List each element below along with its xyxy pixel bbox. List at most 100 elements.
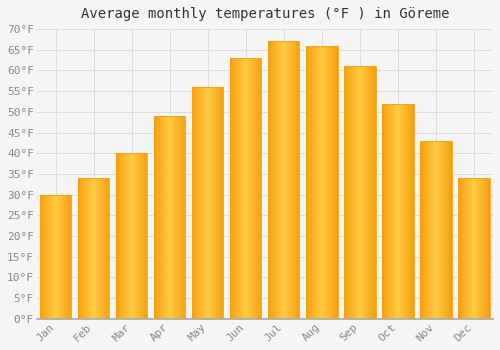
Bar (154, 116, 186, 319)
Bar (463, 178, 464, 319)
Bar (332, 46, 333, 319)
Bar (160, 116, 161, 319)
Bar (47, 195, 48, 319)
Bar (461, 178, 462, 319)
Bar (371, 66, 372, 319)
Bar (230, 58, 262, 319)
Bar (359, 66, 360, 319)
Bar (94, 178, 96, 319)
Bar (386, 104, 387, 319)
Bar (269, 42, 270, 319)
Bar (55, 195, 56, 319)
Bar (434, 141, 435, 319)
Bar (162, 116, 163, 319)
Bar (220, 87, 221, 319)
Bar (336, 46, 338, 319)
Bar (122, 153, 123, 319)
Bar (70, 195, 72, 319)
Bar (163, 116, 164, 319)
Bar (324, 46, 325, 319)
Bar (254, 58, 255, 319)
Bar (242, 58, 243, 319)
Bar (422, 141, 423, 319)
Bar (334, 46, 335, 319)
Bar (256, 58, 257, 319)
Bar (238, 58, 239, 319)
Bar (236, 58, 238, 319)
Bar (51, 195, 52, 319)
Bar (184, 116, 186, 319)
Bar (135, 153, 136, 319)
Bar (468, 178, 469, 319)
Bar (241, 58, 242, 319)
Bar (222, 87, 224, 319)
Bar (145, 153, 146, 319)
Bar (358, 66, 359, 319)
Bar (60, 195, 61, 319)
Bar (177, 116, 178, 319)
Bar (424, 141, 425, 319)
Bar (387, 104, 388, 319)
Bar (168, 116, 169, 319)
Bar (79, 178, 80, 319)
Bar (118, 153, 120, 319)
Bar (259, 58, 260, 319)
Bar (69, 195, 70, 319)
Bar (319, 46, 320, 319)
Bar (240, 58, 241, 319)
Bar (290, 42, 291, 319)
Bar (408, 104, 409, 319)
Bar (282, 42, 283, 319)
Bar (212, 87, 214, 319)
Bar (436, 141, 437, 319)
Bar (192, 87, 224, 319)
Bar (200, 87, 201, 319)
Bar (260, 58, 262, 319)
Bar (197, 87, 198, 319)
Bar (169, 116, 170, 319)
Bar (478, 178, 480, 319)
Bar (59, 195, 60, 319)
Bar (90, 178, 92, 319)
Bar (372, 66, 373, 319)
Bar (201, 87, 202, 319)
Bar (396, 104, 397, 319)
Bar (139, 153, 140, 319)
Bar (234, 58, 235, 319)
Bar (82, 178, 83, 319)
Bar (210, 87, 211, 319)
Bar (295, 42, 296, 319)
Bar (252, 58, 253, 319)
Bar (130, 153, 131, 319)
Bar (442, 141, 443, 319)
Bar (297, 42, 298, 319)
Bar (255, 58, 256, 319)
Bar (245, 58, 246, 319)
Bar (279, 42, 280, 319)
Bar (382, 104, 414, 319)
Bar (433, 141, 434, 319)
Bar (194, 87, 196, 319)
Bar (86, 178, 88, 319)
Bar (52, 195, 54, 319)
Bar (400, 104, 401, 319)
Bar (420, 141, 421, 319)
Bar (325, 46, 326, 319)
Bar (203, 87, 204, 319)
Bar (243, 58, 244, 319)
Bar (370, 66, 371, 319)
Bar (460, 178, 461, 319)
Bar (117, 153, 118, 319)
Bar (294, 42, 295, 319)
Bar (64, 195, 65, 319)
Bar (368, 66, 370, 319)
Bar (375, 66, 376, 319)
Bar (88, 178, 89, 319)
Bar (178, 116, 179, 319)
Bar (287, 42, 288, 319)
Bar (430, 141, 432, 319)
Bar (489, 178, 490, 319)
Bar (230, 58, 231, 319)
Bar (221, 87, 222, 319)
Bar (440, 141, 442, 319)
